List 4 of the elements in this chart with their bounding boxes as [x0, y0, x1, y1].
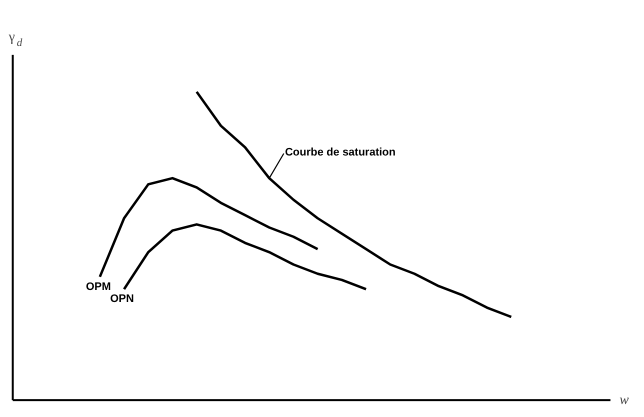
text: Courbe de saturation — [284, 146, 396, 158]
series-label: OPN — [110, 293, 134, 306]
series-label: OPM — [86, 280, 111, 293]
x-axis-title: w — [619, 393, 630, 408]
